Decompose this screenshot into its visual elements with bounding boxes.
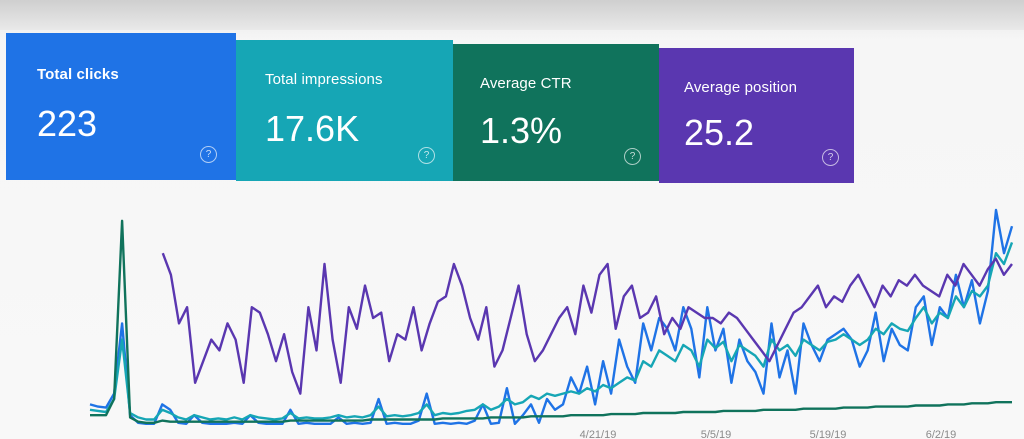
series-line-2 (90, 219, 1012, 424)
series-line-3 (161, 252, 1013, 395)
x-tick-label: 5/5/19 (701, 429, 732, 439)
metric-card-total-clicks[interactable]: Total clicks 223 ? (6, 33, 236, 180)
x-tick-label: 5/19/19 (810, 429, 847, 439)
metric-value: 1.3% (480, 110, 563, 151)
window-top-bar (0, 0, 1024, 30)
metric-value: 223 (37, 103, 98, 144)
x-tick-label: 4/21/19 (580, 429, 617, 439)
metric-card-average-ctr[interactable]: Average CTR 1.3% ? (453, 44, 659, 181)
metric-value: 25.2 (684, 112, 755, 153)
metric-label: Total impressions (265, 71, 383, 88)
help-icon[interactable]: ? (822, 149, 839, 166)
metric-label: Average CTR (480, 75, 572, 92)
metric-value: 17.6K (265, 108, 360, 149)
metric-label: Average position (684, 79, 798, 96)
metric-label: Total clicks (37, 66, 119, 83)
help-icon[interactable]: ? (418, 147, 435, 164)
performance-line-chart: 4/21/19 5/5/19 5/19/19 6/2/19 (89, 208, 1014, 439)
help-icon[interactable]: ? (624, 148, 641, 165)
x-tick-label: 6/2/19 (926, 429, 957, 439)
metric-card-total-impressions[interactable]: Total impressions 17.6K ? (236, 40, 453, 181)
series-line-0 (89, 208, 1014, 425)
help-icon[interactable]: ? (200, 146, 217, 163)
series-line-1 (89, 241, 1014, 421)
metric-card-average-position[interactable]: Average position 25.2 ? (659, 48, 854, 183)
